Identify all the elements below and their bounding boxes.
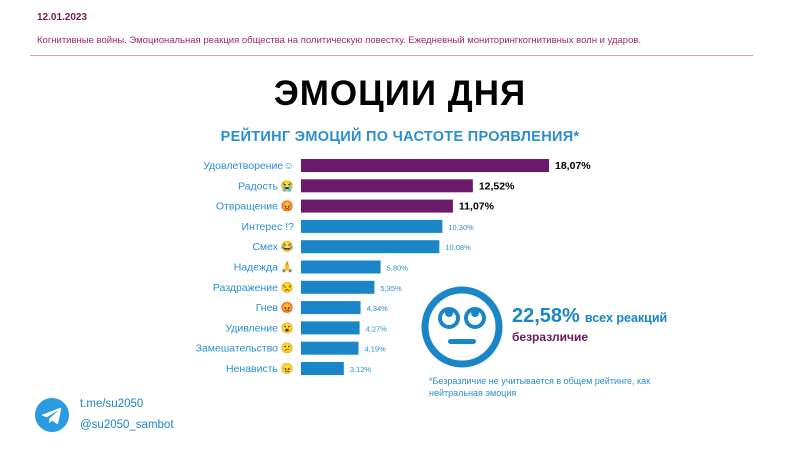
chart-footnote: *Безразличие не учитывается в общем рейт… xyxy=(429,376,651,398)
category-label: Гнев 😡 xyxy=(256,301,294,314)
bar xyxy=(301,260,381,274)
telegram-icon xyxy=(35,398,69,432)
bar xyxy=(301,301,361,315)
header-divider xyxy=(30,55,753,56)
value-label: 5,80% xyxy=(387,264,409,273)
category-label: Замешательство 😕 xyxy=(196,342,294,355)
category-label: Смех 😂 xyxy=(252,240,294,253)
category-label: Удивление 😮 xyxy=(225,321,294,334)
value-label: 4,27% xyxy=(366,324,388,333)
value-label: 5,35% xyxy=(380,284,402,293)
bar xyxy=(301,179,473,193)
bar xyxy=(301,280,375,294)
value-label: 4,34% xyxy=(367,304,389,313)
category-label: Ненависть 😠 xyxy=(226,362,294,375)
neutral-suffix: всех реакций xyxy=(584,311,668,325)
report-subtitle: Когнитивные войны. Эмоциональная реакция… xyxy=(37,35,642,46)
category-label: Радость 😭 xyxy=(238,179,294,192)
value-label: 18,07% xyxy=(555,160,591,172)
category-label: Удовлетворение☺ xyxy=(203,160,294,172)
bar xyxy=(301,240,440,254)
chart-title: РЕЙТИНГ ЭМОЦИЙ ПО ЧАСТОТЕ ПРОЯВЛЕНИЯ* xyxy=(220,129,580,145)
value-label: 3,12% xyxy=(350,365,372,374)
bar xyxy=(301,219,443,233)
category-label: Раздражение 😒 xyxy=(213,281,294,294)
bar xyxy=(301,199,453,213)
bar xyxy=(301,159,549,172)
value-label: 10,08% xyxy=(445,243,471,252)
channel-link[interactable]: t.me/su2050 xyxy=(80,398,144,410)
emotion-bar-chart: Удовлетворение☺ 18,07% Радость 😭 12,52% Отвр… xyxy=(196,159,591,375)
neutral-value: 22,58% всех реакций xyxy=(512,305,667,328)
value-label: 4,19% xyxy=(365,345,387,354)
bar xyxy=(301,341,359,355)
category-label: Надежда 🙏 xyxy=(234,261,294,274)
bar xyxy=(301,321,360,335)
neutral-percent: 22,58% xyxy=(512,305,580,327)
value-label: 12,52% xyxy=(479,180,515,192)
bar xyxy=(301,362,344,375)
category-label: Отвращение 😡 xyxy=(216,200,294,213)
neutral-face-icon xyxy=(421,286,503,368)
report-date: 12.01.2023 xyxy=(37,12,88,23)
value-label: 11,07% xyxy=(459,201,495,213)
value-label: 10,30% xyxy=(448,223,474,232)
bot-link[interactable]: @su2050_sambot xyxy=(80,419,174,431)
neutral-label: безразличие xyxy=(512,330,589,344)
category-label: Интерес !? xyxy=(242,221,295,233)
page-title: ЭМОЦИИ ДНЯ xyxy=(273,74,527,113)
